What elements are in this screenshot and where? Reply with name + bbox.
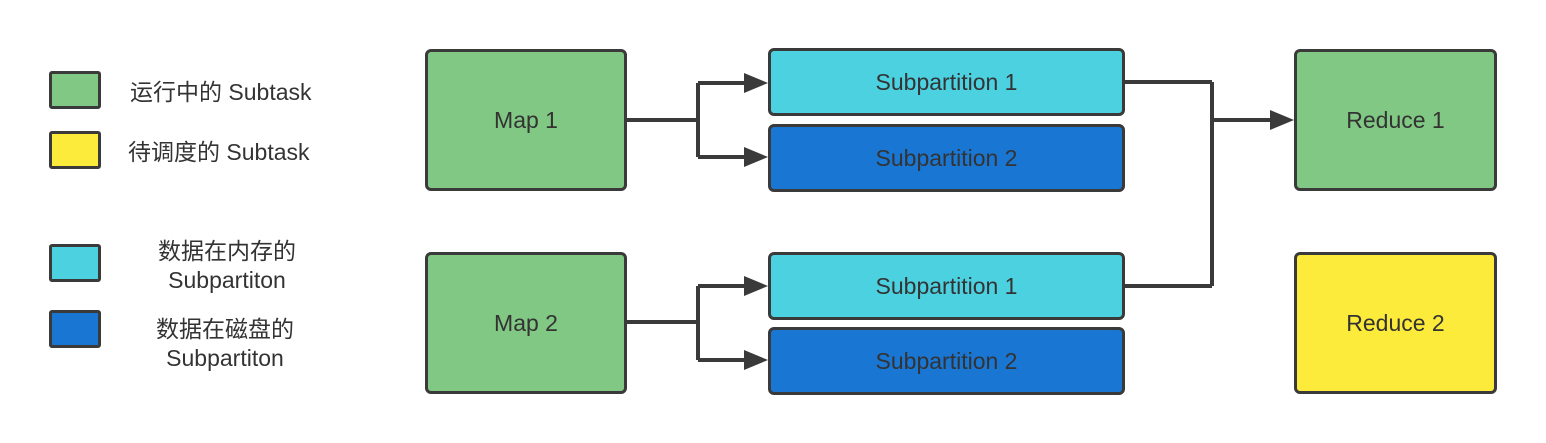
edge-subpartitions-to-reduce1: [1124, 80, 1272, 288]
map1-subpartition-2: Subpartition 2: [768, 124, 1125, 192]
legend-swatch-scheduled: [49, 131, 101, 169]
reduce-2-node: Reduce 2: [1294, 252, 1497, 394]
edge-map1-to-subpartitions: [626, 81, 748, 159]
map2-subpartition-2: Subpartition 2: [768, 327, 1125, 395]
arrowhead-reduce1: [1270, 110, 1294, 130]
map2-subpartition-1: Subpartition 1: [768, 252, 1125, 320]
legend-label-scheduled: 待调度的 Subtask: [128, 139, 310, 165]
legend-label-running: 运行中的 Subtask: [130, 79, 312, 105]
legend-swatch-on-disk: [49, 310, 101, 348]
legend-swatch-in-memory: [49, 244, 101, 282]
legend-label-in-memory-line2: Subpartiton: [168, 267, 286, 293]
arrowhead-map1-sp2: [744, 147, 768, 167]
arrowhead-map2-sp2: [744, 350, 768, 370]
legend-label-on-disk-line1: 数据在磁盘的: [156, 316, 294, 342]
edge-map2-to-subpartitions: [626, 284, 748, 362]
arrowhead-map1-sp1: [744, 73, 768, 93]
legend-label-in-memory-line1: 数据在内存的: [158, 238, 296, 264]
map-2-node: Map 2: [425, 252, 627, 394]
map1-subpartition-1: Subpartition 1: [768, 48, 1125, 116]
legend-label-in-memory: 数据在内存的 Subpartiton: [148, 237, 306, 295]
legend-label-on-disk: 数据在磁盘的 Subpartiton: [146, 315, 304, 373]
map-1-node: Map 1: [425, 49, 627, 191]
legend-swatch-running: [49, 71, 101, 109]
arrowhead-map2-sp1: [744, 276, 768, 296]
legend-label-on-disk-line2: Subpartiton: [166, 345, 284, 371]
reduce-1-node: Reduce 1: [1294, 49, 1497, 191]
